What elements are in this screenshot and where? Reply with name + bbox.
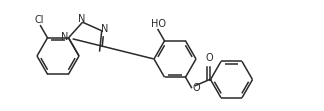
Text: N: N (61, 32, 69, 42)
Text: O: O (192, 83, 200, 93)
Text: Cl: Cl (35, 15, 44, 25)
Text: N: N (78, 14, 86, 24)
Text: HO: HO (152, 19, 167, 29)
Text: O: O (206, 53, 213, 63)
Text: N: N (101, 24, 109, 34)
